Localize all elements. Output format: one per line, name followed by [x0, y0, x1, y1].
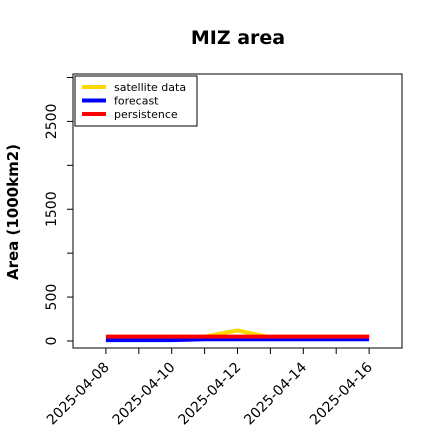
- y-axis-label: Area (1000km2): [4, 144, 22, 280]
- x-tick-label: 2025-04-14: [241, 359, 310, 428]
- y-axis: 0 500 1500 2500: [44, 77, 73, 346]
- y-tick-label: 1500: [44, 191, 60, 227]
- series-layer: [105, 328, 370, 343]
- x-tick-label: 2025-04-16: [307, 359, 376, 428]
- x-tick-label: 2025-04-08: [44, 360, 113, 429]
- x-tick-label: 2025-04-10: [110, 360, 179, 429]
- x-axis: 2025-04-082025-04-102025-04-122025-04-14…: [44, 348, 376, 428]
- y-tick-label: 2500: [44, 104, 60, 140]
- series-line-forecast: [105, 337, 370, 343]
- legend-label: forecast: [114, 95, 159, 108]
- legend-label: persistence: [114, 108, 178, 121]
- chart-title: MIZ area: [191, 27, 285, 49]
- y-tick-label: 0: [44, 337, 60, 346]
- x-tick-label: 2025-04-12: [175, 360, 244, 429]
- y-tick-label: 500: [44, 284, 60, 311]
- legend-label: satellite data: [114, 81, 186, 94]
